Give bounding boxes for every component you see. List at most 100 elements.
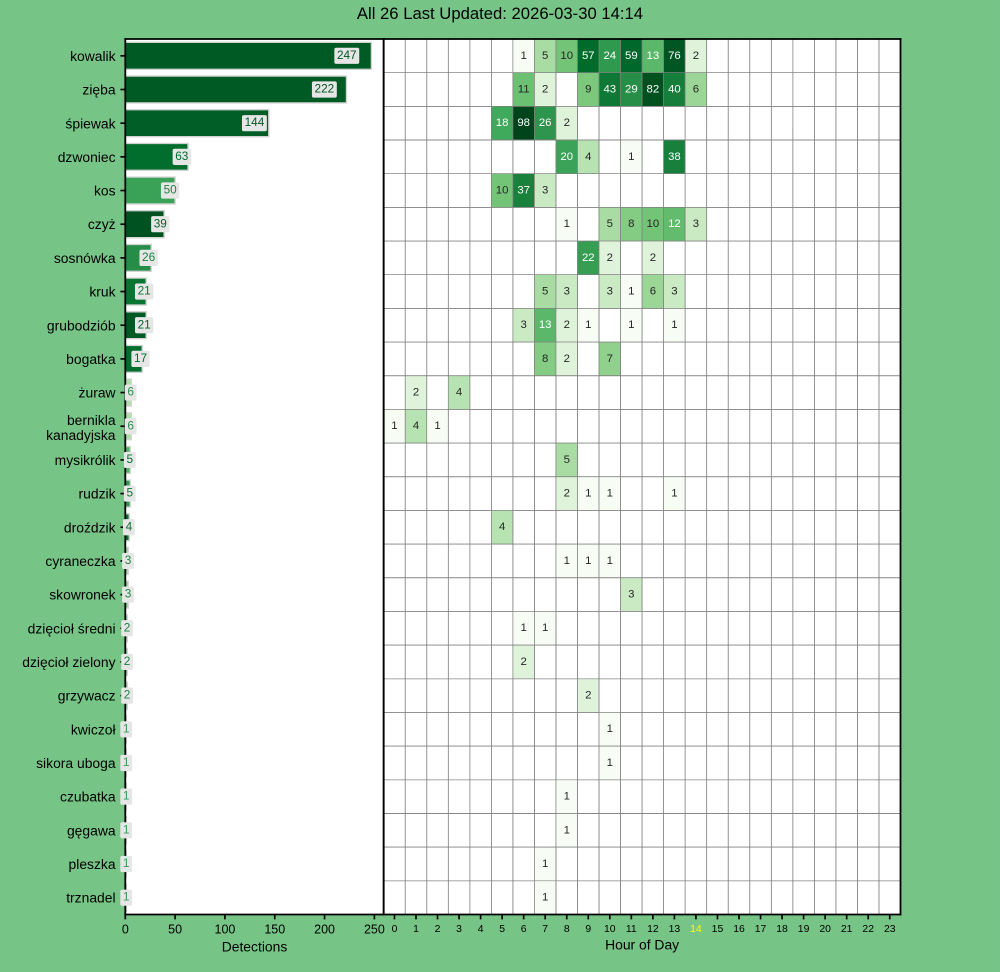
svg-text:kruk: kruk (89, 284, 115, 300)
svg-text:22: 22 (862, 924, 874, 935)
svg-text:43: 43 (603, 83, 616, 95)
svg-text:4: 4 (585, 151, 591, 163)
svg-text:5: 5 (499, 924, 505, 935)
svg-text:6: 6 (650, 285, 656, 297)
svg-text:57: 57 (582, 50, 595, 62)
svg-text:200: 200 (314, 922, 335, 936)
svg-text:1: 1 (542, 858, 548, 870)
svg-text:grzywacz: grzywacz (58, 688, 116, 704)
svg-text:3: 3 (542, 184, 548, 196)
svg-text:2: 2 (435, 924, 441, 935)
svg-text:1: 1 (628, 285, 634, 297)
svg-text:cyraneczka: cyraneczka (45, 553, 115, 569)
svg-text:kos: kos (94, 183, 116, 199)
svg-text:1: 1 (434, 420, 440, 432)
svg-text:dzięcioł średni: dzięcioł średni (28, 620, 116, 636)
svg-text:czyż: czyż (88, 216, 116, 232)
svg-text:22: 22 (582, 252, 595, 264)
svg-text:1: 1 (564, 824, 570, 836)
svg-text:1: 1 (542, 892, 548, 904)
svg-text:3: 3 (671, 285, 677, 297)
svg-text:1: 1 (628, 151, 634, 163)
svg-text:150: 150 (264, 922, 285, 936)
svg-text:5: 5 (542, 50, 548, 62)
svg-text:10: 10 (604, 924, 616, 935)
svg-text:5: 5 (127, 486, 134, 500)
svg-text:82: 82 (647, 83, 660, 95)
svg-text:2: 2 (413, 387, 419, 399)
svg-text:1: 1 (585, 555, 591, 567)
svg-text:4: 4 (499, 521, 505, 533)
svg-text:13: 13 (669, 924, 681, 935)
svg-text:kowalik: kowalik (70, 48, 116, 64)
svg-text:1: 1 (585, 488, 591, 500)
svg-text:kanadyjska: kanadyjska (46, 427, 116, 443)
svg-text:21: 21 (138, 317, 151, 331)
svg-text:4: 4 (456, 387, 462, 399)
svg-text:czubatka: czubatka (60, 789, 116, 805)
svg-text:sikora uboga: sikora uboga (36, 755, 116, 771)
svg-text:39: 39 (154, 216, 167, 230)
svg-text:rudzik: rudzik (79, 486, 116, 502)
svg-text:10: 10 (496, 184, 509, 196)
svg-text:6: 6 (127, 385, 134, 399)
svg-text:3: 3 (564, 285, 570, 297)
svg-text:2: 2 (564, 488, 570, 500)
svg-text:trznadel: trznadel (66, 890, 115, 906)
svg-text:żuraw: żuraw (79, 385, 117, 401)
svg-text:1: 1 (542, 622, 548, 634)
svg-text:1: 1 (671, 319, 677, 331)
svg-text:4: 4 (413, 420, 419, 432)
svg-text:250: 250 (364, 922, 385, 936)
svg-text:1: 1 (123, 890, 130, 904)
svg-text:38: 38 (668, 151, 681, 163)
svg-text:13: 13 (647, 50, 660, 62)
svg-text:8: 8 (564, 924, 570, 935)
svg-text:37: 37 (517, 184, 530, 196)
svg-text:11: 11 (518, 83, 530, 95)
svg-text:mysikrólik: mysikrólik (55, 452, 116, 468)
svg-text:100: 100 (215, 922, 236, 936)
svg-text:2: 2 (521, 656, 527, 668)
svg-text:śpiewak: śpiewak (65, 115, 115, 131)
svg-text:5: 5 (607, 218, 613, 230)
svg-text:50: 50 (168, 922, 182, 936)
svg-text:14: 14 (690, 924, 702, 935)
svg-text:5: 5 (542, 285, 548, 297)
svg-text:1: 1 (585, 319, 591, 331)
svg-text:5: 5 (127, 452, 134, 466)
svg-text:247: 247 (337, 48, 357, 62)
svg-text:8: 8 (542, 353, 548, 365)
svg-text:dzwoniec: dzwoniec (58, 149, 116, 165)
svg-text:18: 18 (776, 924, 788, 935)
svg-text:10: 10 (560, 50, 573, 62)
svg-text:9: 9 (585, 924, 591, 935)
svg-text:droździk: droździk (64, 519, 116, 535)
svg-text:Hour of Day: Hour of Day (605, 937, 679, 953)
svg-text:15: 15 (712, 924, 724, 935)
svg-text:11: 11 (626, 924, 637, 935)
svg-text:2: 2 (564, 319, 570, 331)
svg-text:1: 1 (123, 721, 130, 735)
svg-text:3: 3 (521, 319, 527, 331)
svg-text:kwiczoł: kwiczoł (71, 721, 116, 737)
svg-text:222: 222 (315, 82, 335, 96)
svg-text:2: 2 (607, 252, 613, 264)
svg-text:1: 1 (607, 488, 613, 500)
svg-text:skowronek: skowronek (49, 587, 115, 603)
svg-text:26: 26 (539, 117, 552, 129)
svg-text:1: 1 (564, 218, 570, 230)
svg-text:1: 1 (413, 924, 419, 935)
svg-text:3: 3 (456, 924, 462, 935)
svg-text:3: 3 (607, 285, 613, 297)
svg-text:9: 9 (585, 83, 591, 95)
svg-text:1: 1 (564, 555, 570, 567)
svg-text:0: 0 (122, 922, 129, 936)
svg-text:17: 17 (134, 351, 147, 365)
svg-text:63: 63 (175, 149, 189, 163)
svg-text:7: 7 (607, 353, 613, 365)
svg-text:21: 21 (138, 284, 151, 298)
svg-text:20: 20 (819, 924, 831, 935)
svg-text:0: 0 (392, 924, 398, 935)
svg-text:3: 3 (628, 589, 634, 601)
